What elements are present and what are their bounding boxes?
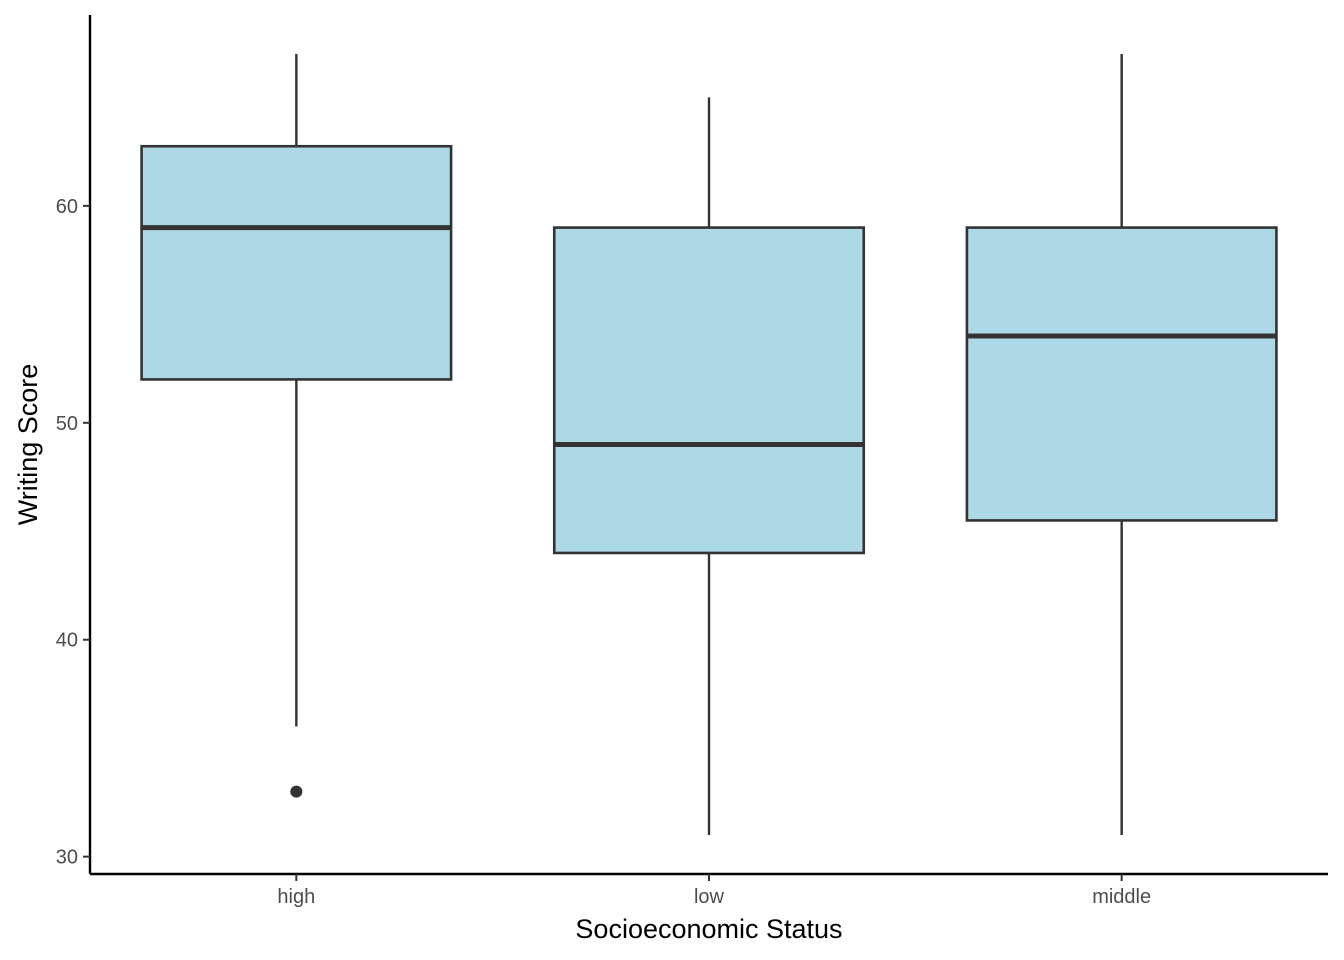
y-tick-label: 30	[56, 847, 78, 869]
ticks: 30 40 50 60 high low middle	[56, 196, 1151, 908]
box-group-low	[552, 97, 866, 835]
y-axis-title: Writing Score	[13, 364, 43, 526]
box-group-middle	[965, 54, 1278, 835]
x-tick-label: middle	[1092, 886, 1151, 908]
box-iqr	[552, 226, 866, 555]
x-tick-label: low	[694, 886, 725, 908]
box-iqr	[140, 144, 453, 381]
x-axis-title: Socioeconomic Status	[575, 914, 842, 944]
outlier-point	[290, 785, 303, 798]
y-tick-label: 60	[56, 196, 78, 218]
box-group-high	[140, 54, 453, 798]
y-tick-label: 40	[56, 630, 78, 652]
box-iqr	[965, 226, 1278, 522]
x-tick-label: high	[277, 886, 315, 908]
y-tick-label: 50	[56, 413, 78, 435]
plot-area	[140, 54, 1278, 835]
